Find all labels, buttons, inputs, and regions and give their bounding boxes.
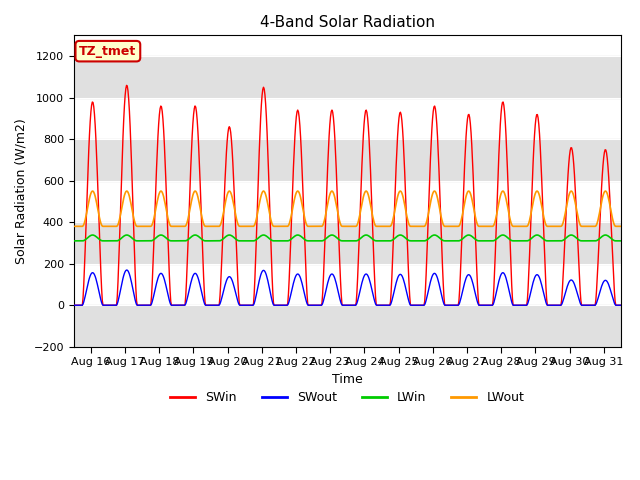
Bar xyxy=(74,56,621,97)
X-axis label: Time: Time xyxy=(332,372,363,386)
Text: TZ_tmet: TZ_tmet xyxy=(79,45,136,58)
Bar xyxy=(74,222,621,264)
Legend: SWin, SWout, LWin, LWout: SWin, SWout, LWin, LWout xyxy=(165,386,529,409)
Title: 4-Band Solar Radiation: 4-Band Solar Radiation xyxy=(260,15,435,30)
Bar xyxy=(74,139,621,180)
Bar xyxy=(74,305,621,347)
Y-axis label: Solar Radiation (W/m2): Solar Radiation (W/m2) xyxy=(15,118,28,264)
